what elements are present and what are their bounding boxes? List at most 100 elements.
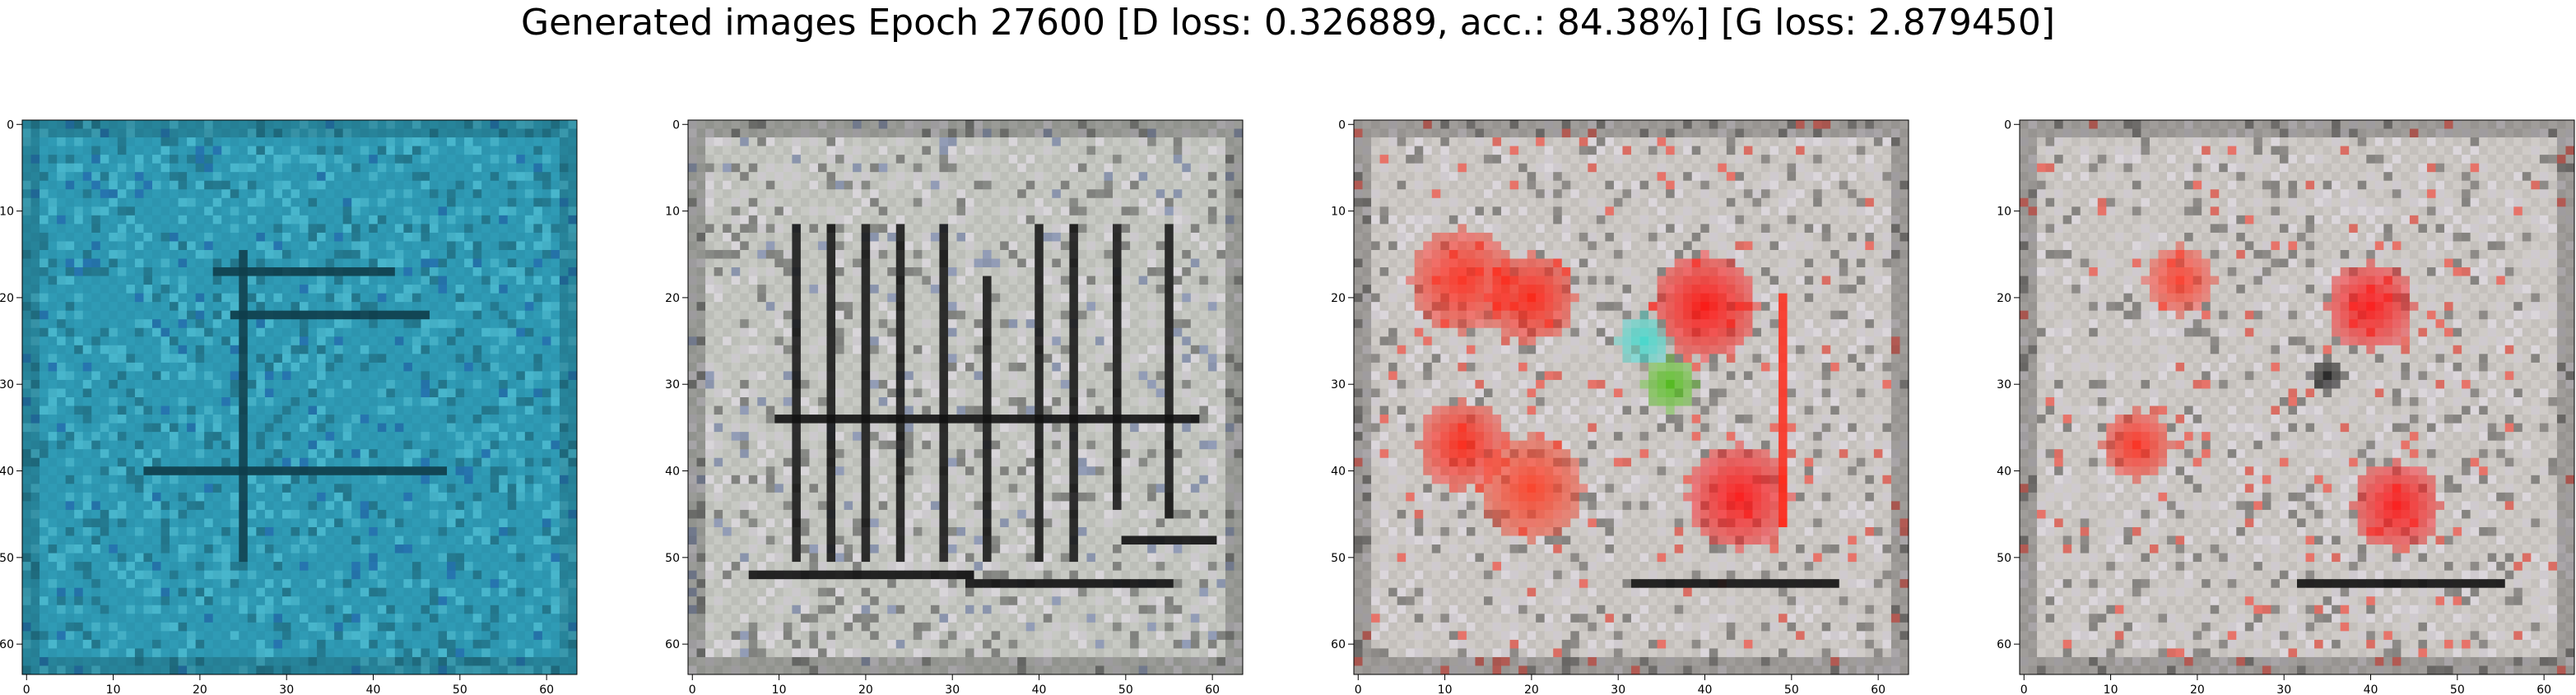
image-pixel: [559, 336, 569, 346]
image-pixel: [991, 146, 1001, 155]
image-pixel: [82, 285, 92, 294]
image-pixel: [1234, 189, 1244, 199]
image-pixel: [774, 146, 784, 155]
image-pixel: [82, 553, 92, 563]
image-pixel: [774, 232, 784, 242]
image-pixel: [490, 501, 500, 511]
image-pixel: [481, 449, 491, 459]
image-pixel: [731, 215, 741, 225]
image-pixel: [481, 579, 491, 589]
image-pixel: [273, 189, 283, 199]
image-pixel: [895, 128, 905, 138]
image-pixel: [151, 224, 161, 234]
image-pixel: [1052, 172, 1062, 182]
image-pixel: [151, 336, 161, 346]
image-pixel: [256, 631, 266, 641]
image-pixel: [516, 345, 526, 354]
image-pixel: [82, 622, 92, 632]
image-pixel: [403, 362, 413, 372]
image-pixel: [57, 336, 67, 346]
image-pixel: [256, 120, 266, 129]
image-pixel: [22, 605, 31, 614]
image-pixel: [74, 587, 84, 597]
image-pixel: [542, 293, 551, 303]
image-pixel: [143, 336, 153, 346]
image-pixel: [429, 432, 439, 442]
image-pixel: [300, 432, 309, 442]
image-pixel: [230, 639, 239, 649]
image-pixel: [117, 596, 127, 606]
image-pixel: [377, 544, 387, 554]
image-pixel: [308, 509, 318, 519]
image-pixel: [91, 457, 101, 467]
image-pixel: [82, 656, 92, 666]
image-pixel: [991, 128, 1001, 138]
image-pixel: [221, 336, 231, 346]
image-pixel: [377, 285, 387, 294]
image-pixel: [360, 345, 370, 354]
image-pixel: [481, 336, 491, 346]
image-pixel: [195, 241, 205, 251]
image-pixel: [204, 509, 214, 519]
image-pixel: [731, 120, 741, 129]
image-pixel: [308, 656, 318, 666]
image-pixel: [291, 155, 300, 164]
image-pixel: [170, 648, 179, 658]
image-pixel: [317, 622, 326, 632]
image-pixel: [342, 172, 352, 182]
image-pixel: [895, 189, 905, 199]
image-pixel: [542, 197, 551, 207]
image-pixel: [40, 415, 49, 424]
image-pixel: [100, 423, 109, 433]
image-pixel: [499, 354, 509, 364]
image-pixel: [360, 631, 370, 641]
image-pixel: [516, 197, 526, 207]
image-pixel: [91, 371, 101, 381]
image-pixel: [134, 249, 144, 259]
image-pixel: [195, 206, 205, 216]
image-pixel: [325, 475, 335, 484]
image-pixel: [1008, 172, 1018, 182]
image-pixel: [230, 379, 239, 389]
image-pixel: [499, 405, 509, 415]
image-pixel: [40, 172, 49, 182]
image-pixel: [325, 327, 335, 337]
image-pixel: [783, 224, 793, 234]
image-pixel: [386, 276, 396, 285]
image-pixel: [91, 570, 101, 580]
image-pixel: [342, 501, 352, 511]
image-pixel: [239, 362, 249, 372]
image-pixel: [377, 128, 387, 138]
image-pixel: [170, 656, 179, 666]
image-pixel: [170, 249, 179, 259]
image-pixel: [74, 535, 84, 545]
image-pixel: [40, 319, 49, 329]
image-pixel: [170, 423, 179, 433]
image-pixel: [74, 310, 84, 320]
image-pixel: [817, 224, 827, 234]
image-pixel: [100, 327, 109, 337]
image-pixel: [195, 596, 205, 606]
image-pixel: [1138, 224, 1148, 234]
image-pixel: [551, 345, 560, 354]
image-pixel: [212, 432, 222, 442]
image-pixel: [542, 415, 551, 424]
image-pixel: [524, 665, 534, 675]
image-pixel: [239, 310, 249, 320]
image-pixel: [256, 484, 266, 493]
image-pixel: [300, 501, 309, 511]
image-pixel: [524, 155, 534, 164]
image-pixel: [325, 137, 335, 146]
image-pixel: [1043, 224, 1053, 234]
image-pixel: [377, 224, 387, 234]
image-pixel: [403, 518, 413, 528]
image-pixel: [1199, 128, 1209, 138]
image-pixel: [447, 128, 456, 138]
image-pixel: [247, 492, 257, 502]
image-pixel: [308, 224, 318, 234]
image-pixel: [334, 224, 344, 234]
image-pixel: [568, 336, 578, 346]
image-pixel: [360, 405, 370, 415]
image-pixel: [386, 457, 396, 467]
image-pixel: [281, 285, 291, 294]
